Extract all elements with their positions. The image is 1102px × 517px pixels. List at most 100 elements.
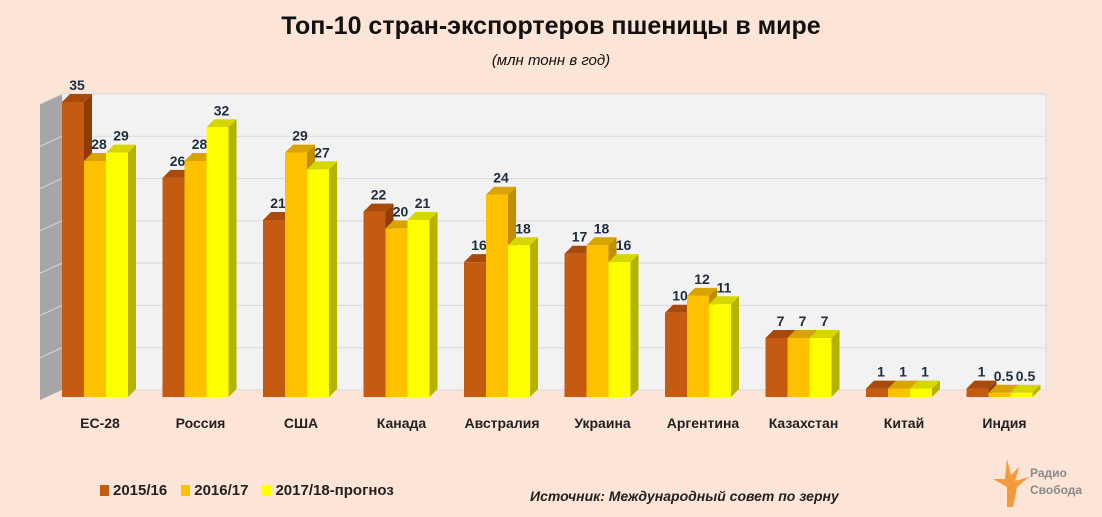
bar bbox=[508, 245, 530, 397]
bar-top bbox=[888, 380, 918, 389]
bar-top bbox=[988, 384, 1019, 393]
bar-side bbox=[329, 161, 337, 397]
bar bbox=[665, 312, 687, 397]
bar-side bbox=[228, 119, 237, 398]
data-label: 7 bbox=[799, 313, 807, 329]
data-label: 27 bbox=[314, 144, 330, 160]
bar-top bbox=[608, 254, 639, 263]
gridline-side bbox=[39, 135, 63, 147]
bar-top bbox=[508, 237, 538, 246]
bar-side bbox=[128, 144, 136, 397]
bar bbox=[787, 338, 810, 397]
bar bbox=[966, 388, 989, 397]
logo-text: Радио Свобода bbox=[1030, 465, 1082, 499]
data-label: 1 bbox=[877, 364, 885, 380]
bar bbox=[486, 194, 508, 397]
data-label: 7 bbox=[777, 313, 785, 329]
bar bbox=[84, 161, 106, 397]
legend-swatch bbox=[262, 485, 272, 496]
bar-top bbox=[206, 119, 237, 128]
legend-item: 2016/17 bbox=[181, 482, 248, 499]
bar-top bbox=[809, 330, 840, 338]
bar bbox=[586, 245, 609, 397]
bar-top bbox=[363, 203, 394, 212]
bar-top bbox=[709, 296, 739, 305]
data-label: 24 bbox=[493, 170, 509, 186]
gridline-side bbox=[39, 304, 63, 316]
legend-label: 2017/18-прогноз bbox=[275, 482, 394, 499]
bar bbox=[106, 152, 128, 397]
bar-top bbox=[787, 330, 818, 338]
bar-top bbox=[407, 212, 438, 220]
bar-top bbox=[765, 330, 796, 338]
x-tick-label: США bbox=[284, 415, 318, 431]
bar-top bbox=[966, 380, 997, 389]
bar bbox=[385, 228, 408, 397]
gridline-side bbox=[39, 93, 63, 105]
chart-subtitle: (млн тонн в год) bbox=[491, 52, 611, 69]
data-label: 29 bbox=[113, 128, 129, 144]
data-label: 35 bbox=[69, 77, 85, 93]
x-tick-label: Россия bbox=[176, 415, 226, 431]
data-label: 28 bbox=[192, 136, 208, 152]
bar bbox=[407, 220, 430, 397]
x-tick-label: Канада bbox=[377, 415, 427, 431]
bar bbox=[687, 295, 709, 397]
x-tick-label: Китай bbox=[884, 415, 924, 431]
bar-side bbox=[831, 330, 840, 397]
data-label: 16 bbox=[616, 237, 632, 253]
data-label: 1 bbox=[921, 364, 929, 380]
bar bbox=[464, 262, 486, 397]
bar bbox=[307, 169, 329, 397]
bar-top bbox=[1010, 384, 1041, 393]
gridline-side bbox=[39, 220, 63, 232]
bar bbox=[988, 392, 1011, 397]
bar bbox=[765, 338, 788, 397]
data-label: 12 bbox=[694, 271, 710, 287]
x-tick-label: Австралия bbox=[464, 415, 539, 431]
legend-item: 2017/18-прогноз bbox=[262, 482, 394, 499]
data-label: 18 bbox=[594, 220, 610, 236]
bar-top bbox=[62, 94, 92, 102]
data-label: 18 bbox=[515, 220, 531, 236]
bar-side bbox=[1032, 384, 1041, 397]
data-label: 16 bbox=[471, 237, 487, 253]
bar bbox=[62, 102, 84, 397]
data-label: 21 bbox=[270, 195, 286, 211]
chart-title: Топ-10 стран-экспортеров пшеницы в мире bbox=[281, 12, 821, 40]
data-label: 0.5 bbox=[994, 368, 1014, 384]
bar-top bbox=[307, 161, 337, 170]
data-label: 11 bbox=[717, 279, 732, 295]
bar bbox=[263, 220, 285, 397]
legend: 2015/16 2016/17 2017/18-прогноз bbox=[100, 482, 394, 499]
bar-side bbox=[429, 212, 438, 397]
bar-top bbox=[285, 144, 315, 153]
x-tick-label: Украина bbox=[574, 415, 631, 431]
bar-top bbox=[866, 380, 896, 389]
bar bbox=[363, 211, 386, 397]
bar-side bbox=[932, 380, 940, 397]
bar-side bbox=[731, 296, 739, 397]
legend-label: 2016/17 bbox=[194, 482, 249, 499]
data-label: 0.5 bbox=[1016, 368, 1036, 384]
gridline-side bbox=[39, 178, 63, 190]
bar-side bbox=[630, 254, 639, 397]
gridline-side bbox=[39, 262, 63, 274]
plot-side-wall bbox=[40, 94, 62, 400]
bar bbox=[206, 127, 229, 398]
data-label: 21 bbox=[415, 195, 431, 211]
bar-top bbox=[910, 380, 940, 389]
data-label: 32 bbox=[214, 102, 230, 118]
bar bbox=[564, 253, 587, 397]
bar-side bbox=[530, 237, 538, 397]
data-label: 7 bbox=[821, 313, 829, 329]
data-label: 1 bbox=[978, 364, 986, 380]
data-label: 26 bbox=[170, 153, 186, 169]
data-label: 17 bbox=[572, 229, 588, 245]
legend-swatch bbox=[100, 485, 109, 496]
x-tick-label: Индия bbox=[982, 415, 1026, 431]
bar-top bbox=[486, 186, 516, 195]
x-tick-label: Казахстан bbox=[769, 415, 839, 431]
